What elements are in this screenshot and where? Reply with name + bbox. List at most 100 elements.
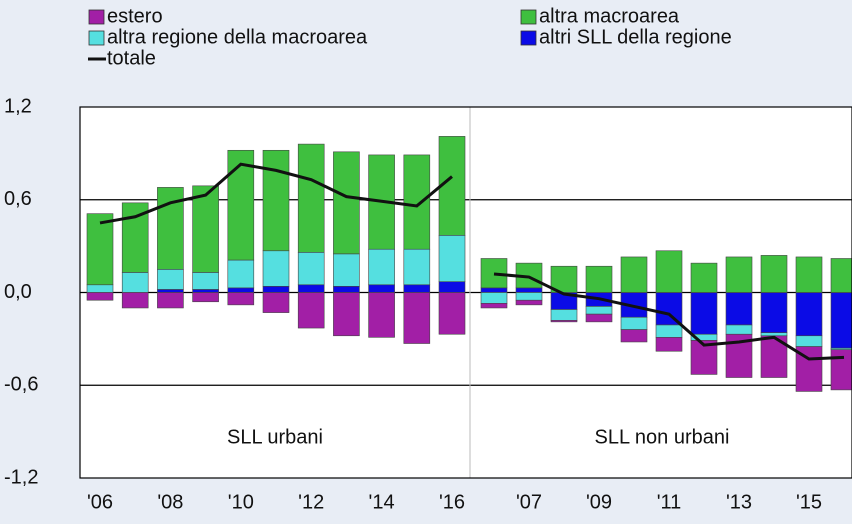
bar	[438, 136, 466, 236]
bar	[585, 313, 613, 323]
legend-label: altra macroarea	[539, 5, 680, 27]
bar	[550, 320, 578, 323]
x-tick-label: '12	[298, 491, 324, 513]
bar	[227, 292, 255, 306]
bar	[830, 258, 852, 293]
legend-label: totale	[107, 47, 156, 69]
bar	[262, 149, 290, 252]
bar	[403, 154, 431, 250]
panel-label: SLL urbani	[227, 426, 323, 448]
bar	[620, 329, 648, 343]
bar	[480, 258, 508, 289]
bar	[368, 284, 395, 293]
bar	[227, 149, 255, 261]
bar	[725, 324, 753, 335]
bar	[438, 235, 466, 282]
bar	[655, 292, 683, 326]
bar	[262, 292, 290, 313]
bar	[655, 337, 683, 352]
bar	[192, 289, 219, 293]
legend-swatch	[520, 9, 537, 25]
bar	[121, 292, 149, 309]
bar	[550, 265, 578, 293]
bar	[227, 287, 255, 293]
bar	[620, 316, 648, 330]
x-tick-label: '06	[87, 491, 113, 513]
bar	[690, 262, 718, 293]
legend-swatch	[88, 9, 105, 25]
bar	[121, 272, 149, 293]
bar	[192, 292, 219, 303]
bar	[830, 349, 852, 391]
bar	[480, 292, 508, 304]
line-series	[493, 272, 845, 361]
bar	[690, 292, 718, 335]
x-tick-label: '07	[516, 491, 542, 513]
y-tick-label: 0,6	[4, 188, 32, 210]
bar	[655, 324, 683, 338]
bar	[333, 151, 360, 255]
line-series	[99, 162, 453, 225]
x-tick-label: '14	[369, 491, 395, 513]
bar	[760, 332, 788, 337]
bar	[830, 292, 852, 349]
y-tick-label: 0,0	[4, 281, 32, 303]
bar	[438, 292, 466, 335]
bar	[585, 265, 613, 293]
bar	[795, 292, 823, 337]
legend-label: altra regione della macroarea	[107, 26, 368, 48]
panel-label: SLL non urbani	[595, 426, 730, 448]
plot-frame	[79, 106, 852, 479]
x-tick-label: '10	[228, 491, 254, 513]
bar	[192, 185, 219, 273]
bar	[297, 252, 325, 286]
x-tick-label: '16	[439, 491, 465, 513]
bar	[620, 256, 648, 293]
x-tick-label: '13	[726, 491, 752, 513]
bar	[262, 250, 290, 287]
legend-label: estero	[107, 5, 163, 27]
bar	[760, 292, 788, 333]
bar	[760, 255, 788, 293]
bar	[515, 287, 543, 293]
bar	[795, 335, 823, 347]
bar	[403, 284, 431, 293]
legend-swatch	[520, 30, 537, 46]
bar	[515, 299, 543, 306]
bar	[333, 286, 360, 293]
bar	[725, 256, 753, 293]
bar	[480, 303, 508, 309]
bar	[157, 289, 184, 293]
bar	[795, 256, 823, 293]
bar	[262, 286, 290, 293]
bar	[192, 272, 219, 290]
bar	[368, 248, 395, 286]
bar	[333, 253, 360, 287]
legend-swatch	[88, 30, 105, 46]
bar	[297, 143, 325, 253]
x-tick-label: '15	[796, 491, 822, 513]
bar	[157, 292, 184, 309]
bar	[227, 259, 255, 289]
bar	[297, 292, 325, 329]
y-tick-label: -0,6	[4, 374, 38, 396]
bar	[86, 292, 114, 301]
bar	[157, 269, 184, 290]
legend-label: altri SLL della regione	[539, 26, 732, 48]
x-tick-label: '09	[586, 491, 612, 513]
bar	[515, 292, 543, 301]
bar	[725, 292, 753, 326]
bar	[655, 250, 683, 293]
bar	[480, 287, 508, 293]
bar	[550, 309, 578, 321]
y-tick-label: 1,2	[4, 95, 32, 117]
bar	[86, 213, 114, 286]
bar	[403, 292, 431, 344]
bar	[403, 248, 431, 286]
bar	[86, 284, 114, 293]
bar	[333, 292, 360, 337]
bar	[297, 284, 325, 293]
x-tick-label: '11	[657, 491, 682, 513]
x-tick-label: '08	[157, 491, 183, 513]
